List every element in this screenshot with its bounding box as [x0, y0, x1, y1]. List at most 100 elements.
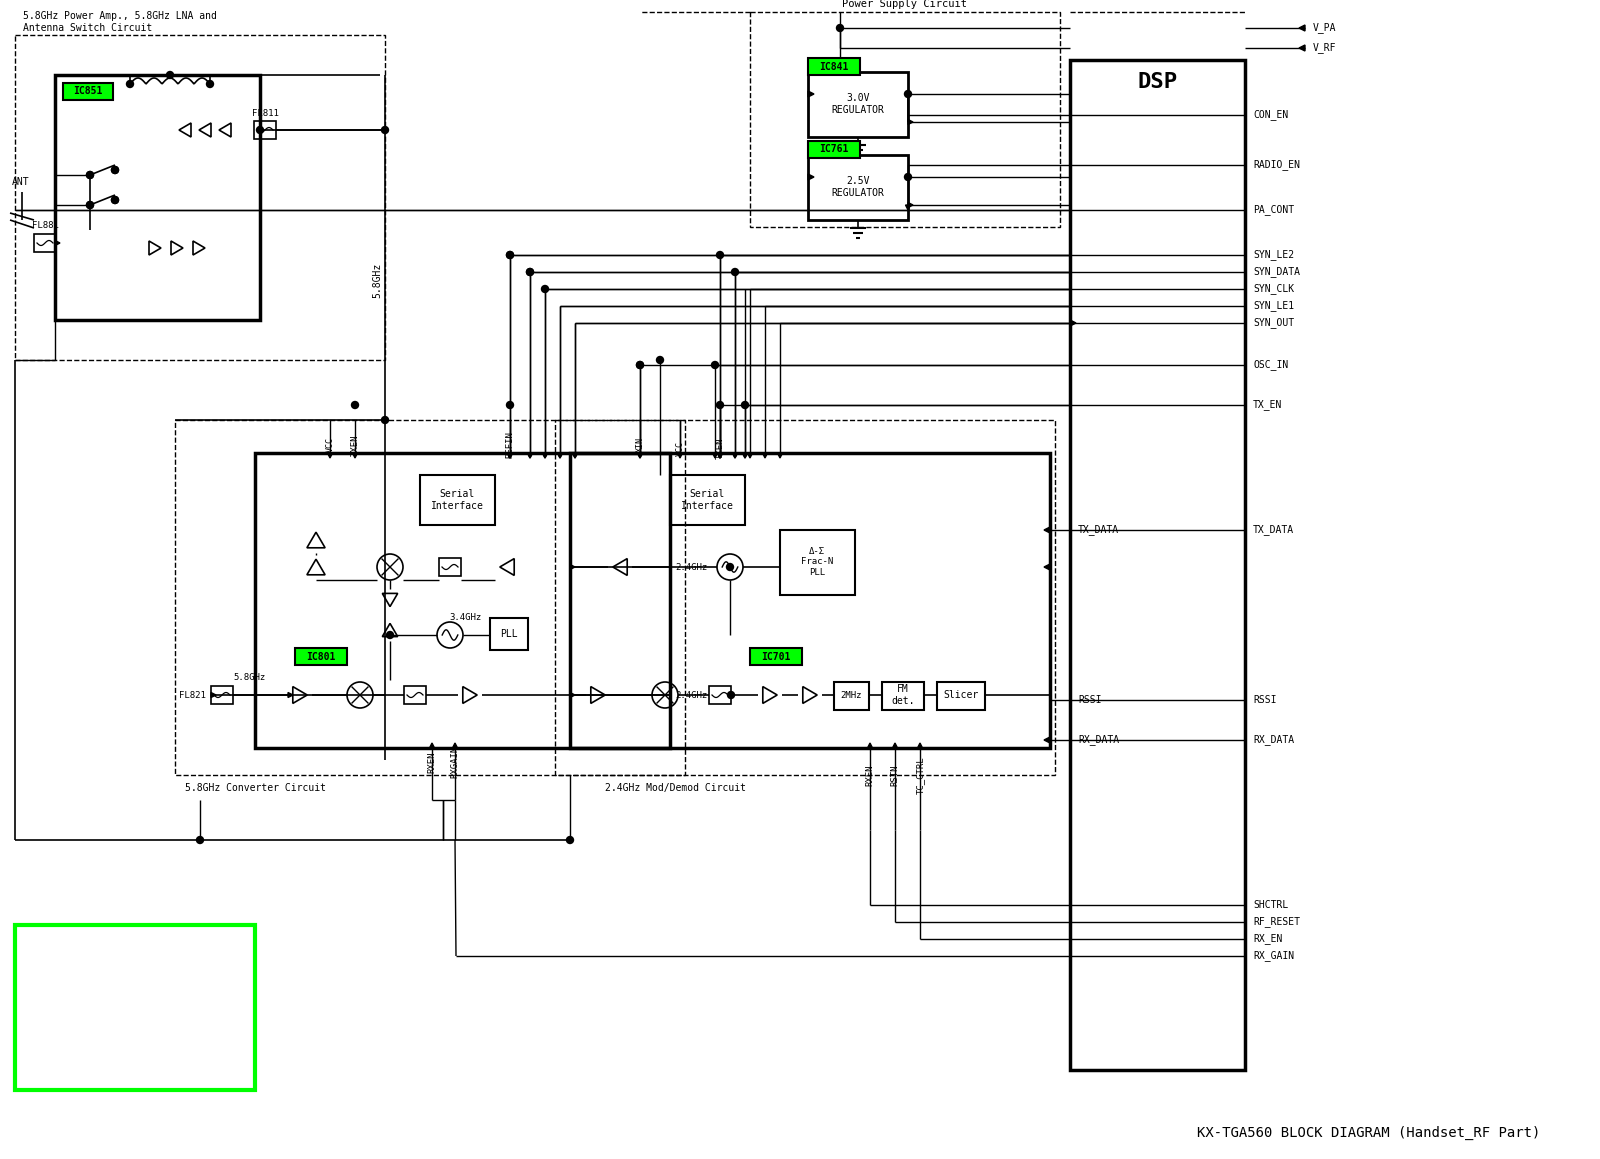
- Polygon shape: [733, 453, 738, 458]
- Text: IC841: IC841: [819, 61, 848, 72]
- Text: TXEN: TXEN: [715, 437, 725, 459]
- Bar: [403, 686, 426, 704]
- Text: 2.4GHz Mod/Demod Circuit: 2.4GHz Mod/Demod Circuit: [605, 783, 746, 793]
- Polygon shape: [1299, 45, 1306, 51]
- Bar: [808, 58, 861, 75]
- Text: 3.0V
REGULATOR: 3.0V REGULATOR: [832, 93, 885, 115]
- Polygon shape: [542, 453, 547, 458]
- Bar: [709, 686, 731, 704]
- Bar: [14, 925, 254, 1089]
- Circle shape: [352, 401, 358, 408]
- Circle shape: [526, 269, 533, 276]
- Polygon shape: [677, 453, 683, 458]
- Circle shape: [526, 269, 533, 276]
- Bar: [834, 681, 869, 710]
- Polygon shape: [507, 453, 512, 458]
- Polygon shape: [893, 743, 898, 748]
- Circle shape: [112, 197, 118, 204]
- Bar: [882, 681, 925, 710]
- Text: V_PA: V_PA: [1314, 22, 1336, 34]
- Text: SYN_DATA: SYN_DATA: [1253, 267, 1299, 277]
- Polygon shape: [778, 453, 782, 458]
- Text: IC851: IC851: [74, 87, 102, 96]
- Polygon shape: [570, 692, 574, 698]
- Text: OSC_IN: OSC_IN: [1253, 359, 1288, 371]
- Polygon shape: [906, 205, 910, 210]
- Bar: [938, 681, 986, 710]
- Circle shape: [86, 172, 93, 178]
- Text: RXGAIN: RXGAIN: [451, 746, 459, 778]
- Text: 2MHz: 2MHz: [840, 691, 862, 700]
- Polygon shape: [717, 453, 723, 458]
- Text: RX_GAIN: RX_GAIN: [1253, 950, 1294, 962]
- Circle shape: [566, 837, 573, 844]
- Text: FM
det.: FM det.: [891, 684, 915, 706]
- Text: IC701: IC701: [762, 651, 790, 662]
- Text: TX_DATA: TX_DATA: [1253, 525, 1294, 535]
- Text: Serial
Interface: Serial Interface: [680, 489, 733, 511]
- Bar: [555, 420, 1054, 775]
- Polygon shape: [909, 203, 914, 207]
- Polygon shape: [1043, 737, 1050, 743]
- Text: TX_EN: TX_EN: [1253, 400, 1282, 410]
- Polygon shape: [288, 692, 293, 698]
- Polygon shape: [637, 453, 643, 458]
- Polygon shape: [453, 743, 458, 748]
- Text: TC_CTRL: TC_CTRL: [915, 756, 925, 794]
- Polygon shape: [742, 453, 747, 458]
- Circle shape: [837, 24, 843, 31]
- Text: 2.4GHz: 2.4GHz: [675, 562, 707, 571]
- Text: RSSI: RSSI: [1078, 695, 1101, 705]
- Bar: [54, 75, 259, 320]
- Bar: [438, 557, 461, 576]
- Polygon shape: [808, 92, 814, 97]
- Circle shape: [507, 252, 514, 258]
- Text: DSP: DSP: [1138, 72, 1178, 92]
- Bar: [750, 12, 1059, 227]
- Text: VCC: VCC: [325, 437, 334, 452]
- Text: RSTN: RSTN: [891, 764, 899, 786]
- Text: IC761: IC761: [819, 145, 848, 154]
- Text: RX_DATA: RX_DATA: [1253, 735, 1294, 745]
- Polygon shape: [352, 453, 357, 458]
- Circle shape: [637, 362, 643, 369]
- Text: RXEN: RXEN: [427, 751, 437, 773]
- Polygon shape: [528, 453, 533, 458]
- Polygon shape: [909, 119, 914, 124]
- Circle shape: [507, 401, 514, 408]
- Polygon shape: [573, 453, 578, 458]
- Circle shape: [656, 357, 664, 364]
- Bar: [254, 121, 277, 139]
- Polygon shape: [528, 453, 533, 458]
- Text: PA_CONT: PA_CONT: [1253, 204, 1294, 216]
- Bar: [781, 530, 854, 595]
- Text: TXEN: TXEN: [350, 435, 360, 455]
- Text: VCC: VCC: [675, 440, 685, 455]
- Bar: [808, 72, 909, 137]
- Circle shape: [541, 285, 549, 292]
- Polygon shape: [917, 743, 923, 748]
- Bar: [34, 234, 56, 252]
- Polygon shape: [542, 453, 547, 458]
- Circle shape: [904, 90, 912, 97]
- Text: Slicer: Slicer: [944, 690, 979, 700]
- Polygon shape: [573, 453, 578, 458]
- Text: V_RF: V_RF: [1314, 43, 1336, 53]
- Circle shape: [86, 202, 93, 209]
- Circle shape: [166, 72, 173, 79]
- Text: 5.8GHz: 5.8GHz: [234, 673, 266, 683]
- Polygon shape: [1043, 527, 1050, 533]
- Bar: [419, 475, 494, 525]
- Text: SYN_CLK: SYN_CLK: [1253, 284, 1294, 294]
- Text: FL821: FL821: [179, 691, 205, 700]
- Polygon shape: [717, 453, 723, 458]
- Polygon shape: [507, 453, 512, 458]
- Polygon shape: [557, 453, 563, 458]
- Polygon shape: [717, 453, 723, 458]
- Bar: [254, 453, 670, 748]
- Text: PLL: PLL: [501, 629, 518, 639]
- Text: RF_RESET: RF_RESET: [1253, 917, 1299, 927]
- Text: TX_DATA: TX_DATA: [1078, 525, 1118, 535]
- Polygon shape: [557, 453, 563, 458]
- Text: SHCTRL: SHCTRL: [1253, 901, 1288, 910]
